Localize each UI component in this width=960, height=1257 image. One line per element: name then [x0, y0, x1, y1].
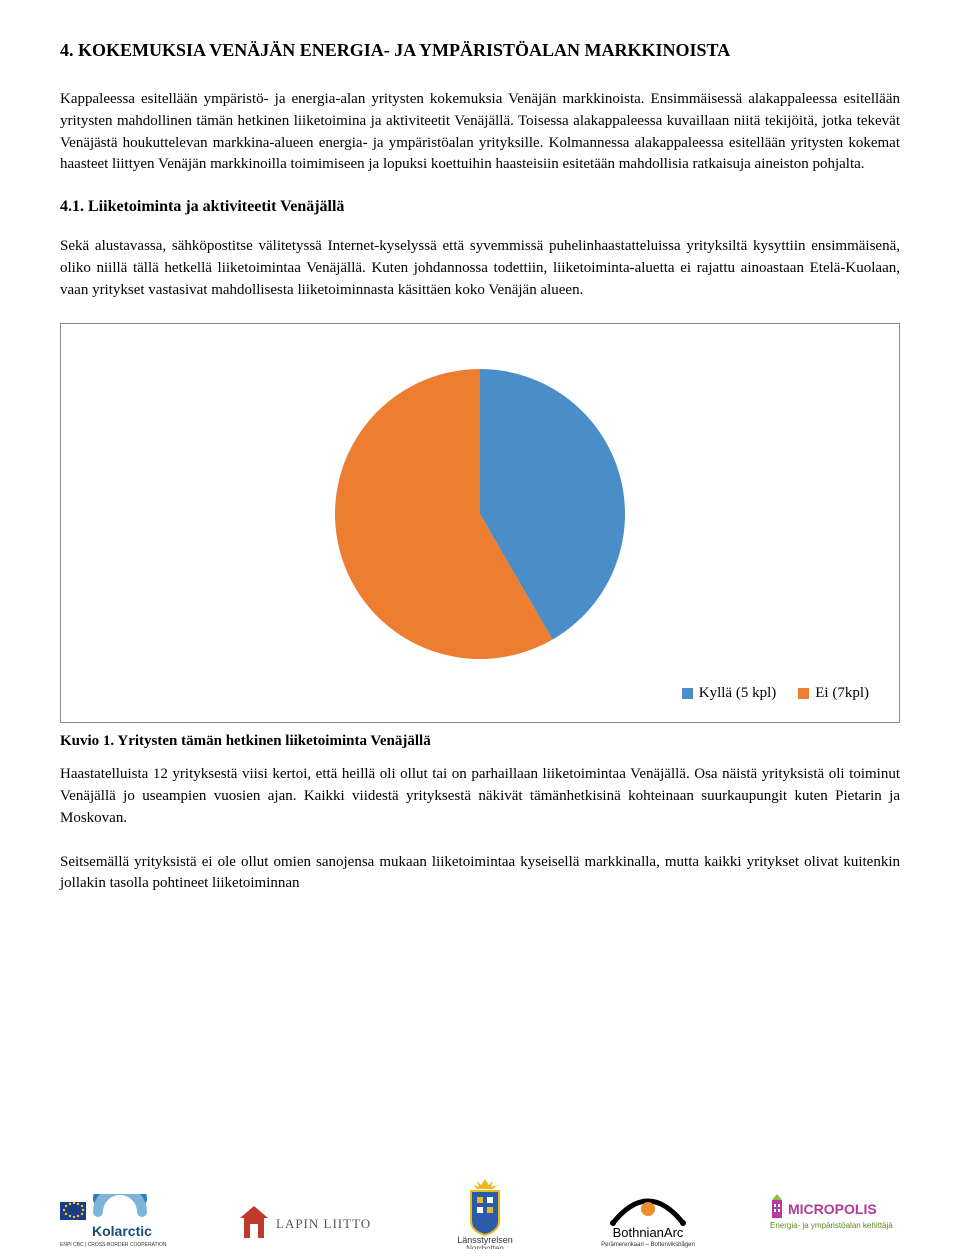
- svg-text:ENPI CBC | CROSS-BORDER COOPER: ENPI CBC | CROSS-BORDER COOPERATION: [60, 1242, 167, 1248]
- micropolis-icon: MICROPOLIS Energia- ja ympäristöalan keh…: [770, 1194, 900, 1249]
- lansstyrelsen-icon: Länsstyrelsen Norrbotten: [445, 1179, 525, 1249]
- logo-micropolis: MICROPOLIS Energia- ja ympäristöalan keh…: [770, 1194, 900, 1249]
- svg-text:Kolarctic: Kolarctic: [92, 1223, 152, 1239]
- legend-swatch-yes: [682, 688, 693, 699]
- pie-chart-container: Kyllä (5 kpl) Ei (7kpl): [60, 323, 900, 723]
- chart-legend: Kyllä (5 kpl) Ei (7kpl): [682, 685, 869, 702]
- paragraph-2: Sekä alustavassa, sähköpostitse välitety…: [60, 236, 900, 301]
- svg-text:Energia- ja ympäristöalan kehi: Energia- ja ympäristöalan kehittäjä: [770, 1221, 893, 1230]
- svg-text:Perämerenkaari – Bottenviksbåg: Perämerenkaari – Bottenviksbågen: [601, 1241, 695, 1248]
- legend-label-yes: Kyllä (5 kpl): [699, 685, 776, 702]
- paragraph-3: Haastatelluista 12 yrityksestä viisi ker…: [60, 764, 900, 829]
- svg-text:MICROPOLIS: MICROPOLIS: [788, 1201, 877, 1217]
- subheading: 4.1. Liiketoiminta ja aktiviteetit Venäj…: [60, 198, 900, 216]
- logo-bothnian-arc: BothnianArc Perämerenkaari – Bottenviksb…: [593, 1189, 703, 1249]
- chart-caption: Kuvio 1. Yritysten tämän hetkinen liiket…: [60, 733, 900, 750]
- paragraph-4: Seitsemällä yrityksistä ei ole ollut omi…: [60, 852, 900, 896]
- logo-kolarctic: Kolarctic ENPI CBC | CROSS-BORDER COOPER…: [60, 1194, 170, 1249]
- footer-logos: Kolarctic ENPI CBC | CROSS-BORDER COOPER…: [60, 1179, 900, 1249]
- legend-item-yes: Kyllä (5 kpl): [682, 685, 776, 702]
- svg-text:LAPIN LIITTO: LAPIN LIITTO: [276, 1216, 371, 1231]
- legend-item-no: Ei (7kpl): [798, 685, 869, 702]
- legend-label-no: Ei (7kpl): [815, 685, 869, 702]
- page-heading: 4. KOKEMUKSIA VENÄJÄN ENERGIA- JA YMPÄRI…: [60, 40, 900, 61]
- pie-chart: [330, 364, 630, 669]
- paragraph-1: Kappaleessa esitellään ympäristö- ja ene…: [60, 89, 900, 176]
- kolarctic-icon: Kolarctic ENPI CBC | CROSS-BORDER COOPER…: [60, 1194, 170, 1249]
- svg-text:BothnianArc: BothnianArc: [612, 1225, 683, 1240]
- logo-lansstyrelsen: Länsstyrelsen Norrbotten: [445, 1179, 525, 1249]
- bothnian-arc-icon: BothnianArc Perämerenkaari – Bottenviksb…: [593, 1189, 703, 1249]
- legend-swatch-no: [798, 688, 809, 699]
- lapin-liitto-icon: LAPIN LIITTO: [238, 1204, 378, 1249]
- svg-text:Norrbotten: Norrbotten: [466, 1244, 504, 1249]
- logo-lapin-liitto: LAPIN LIITTO: [238, 1204, 378, 1249]
